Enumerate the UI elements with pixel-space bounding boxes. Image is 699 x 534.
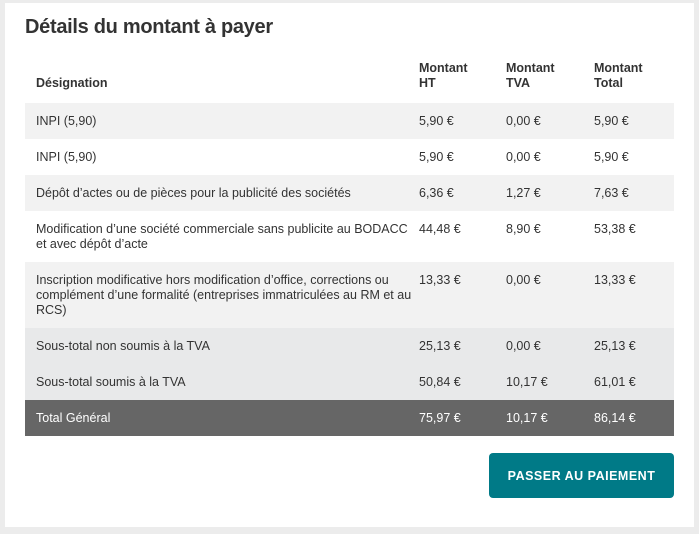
- grand-total-row: Total Général 75,97 €10,17 €86,14 €: [25, 400, 674, 436]
- header-total: Montant Total: [594, 61, 643, 90]
- table-row: INPI (5,90) 5,90 €0,00 €5,90 €: [25, 103, 674, 139]
- table-row: Dépôt d’actes ou de pièces pour la publi…: [25, 175, 674, 211]
- table-row: INPI (5,90) 5,90 € 0,00 € 5,90 €: [25, 139, 674, 175]
- cell-total: 53,38 €: [594, 222, 636, 236]
- page-title: Détails du montant à payer: [25, 16, 273, 38]
- table-row: Inscription modificative hors modificati…: [25, 262, 674, 328]
- cell-designation: INPI (5,90): [36, 150, 97, 164]
- cell-designation: Total Général: [25, 400, 419, 436]
- cell-designation: Modification d’une société commerciale s…: [36, 222, 408, 251]
- cell-tva: 0,00 €: [506, 103, 594, 139]
- cell-total: 13,33 €: [594, 262, 674, 328]
- cell-ht: 25,13 €: [419, 328, 506, 364]
- cell-ht: 44,48 €: [419, 222, 461, 236]
- cell-total: 25,13 €: [594, 328, 674, 364]
- cell-designation: Dépôt d’actes ou de pièces pour la publi…: [25, 175, 419, 211]
- cell-ht: 5,90 €: [419, 103, 506, 139]
- header-designation: Désignation: [36, 76, 108, 90]
- cell-ht: 6,36 €: [419, 175, 506, 211]
- cell-designation: Sous-total soumis à la TVA: [25, 364, 419, 400]
- header-tva: Montant TVA: [506, 61, 555, 90]
- table-header-row: Désignation Montant HT Montant TVA Monta…: [25, 55, 674, 103]
- cell-total: 7,63 €: [594, 175, 674, 211]
- cell-tva: 8,90 €: [506, 222, 541, 236]
- cell-designation: Inscription modificative hors modificati…: [25, 262, 419, 328]
- table-row: Modification d’une société commerciale s…: [25, 211, 674, 262]
- cell-designation: INPI (5,90): [25, 103, 419, 139]
- cell-total: 5,90 €: [594, 150, 629, 164]
- cell-total: 86,14 €: [594, 400, 674, 436]
- cell-ht: 75,97 €: [419, 400, 506, 436]
- cell-total: 5,90 €: [594, 103, 674, 139]
- subtotal-row: Sous-total non soumis à la TVA 25,13 €0,0…: [25, 328, 674, 364]
- header-ht: Montant HT: [419, 61, 468, 90]
- cell-total: 61,01 €: [594, 364, 674, 400]
- cell-ht: 5,90 €: [419, 150, 454, 164]
- cell-ht: 13,33 €: [419, 262, 506, 328]
- cell-ht: 50,84 €: [419, 364, 506, 400]
- amount-table: Désignation Montant HT Montant TVA Monta…: [25, 55, 674, 436]
- cell-tva: 0,00 €: [506, 262, 594, 328]
- subtotal-row: Sous-total soumis à la TVA 50,84 €10,17 €…: [25, 364, 674, 400]
- cell-designation: Sous-total non soumis à la TVA: [25, 328, 419, 364]
- cell-tva: 0,00 €: [506, 150, 541, 164]
- cell-tva: 0,00 €: [506, 328, 594, 364]
- cell-tva: 10,17 €: [506, 400, 594, 436]
- cell-tva: 10,17 €: [506, 364, 594, 400]
- payment-details-card: Détails du montant à payer Désignation M…: [5, 3, 694, 527]
- pay-button[interactable]: PASSER AU PAIEMENT: [489, 453, 674, 498]
- cell-tva: 1,27 €: [506, 175, 594, 211]
